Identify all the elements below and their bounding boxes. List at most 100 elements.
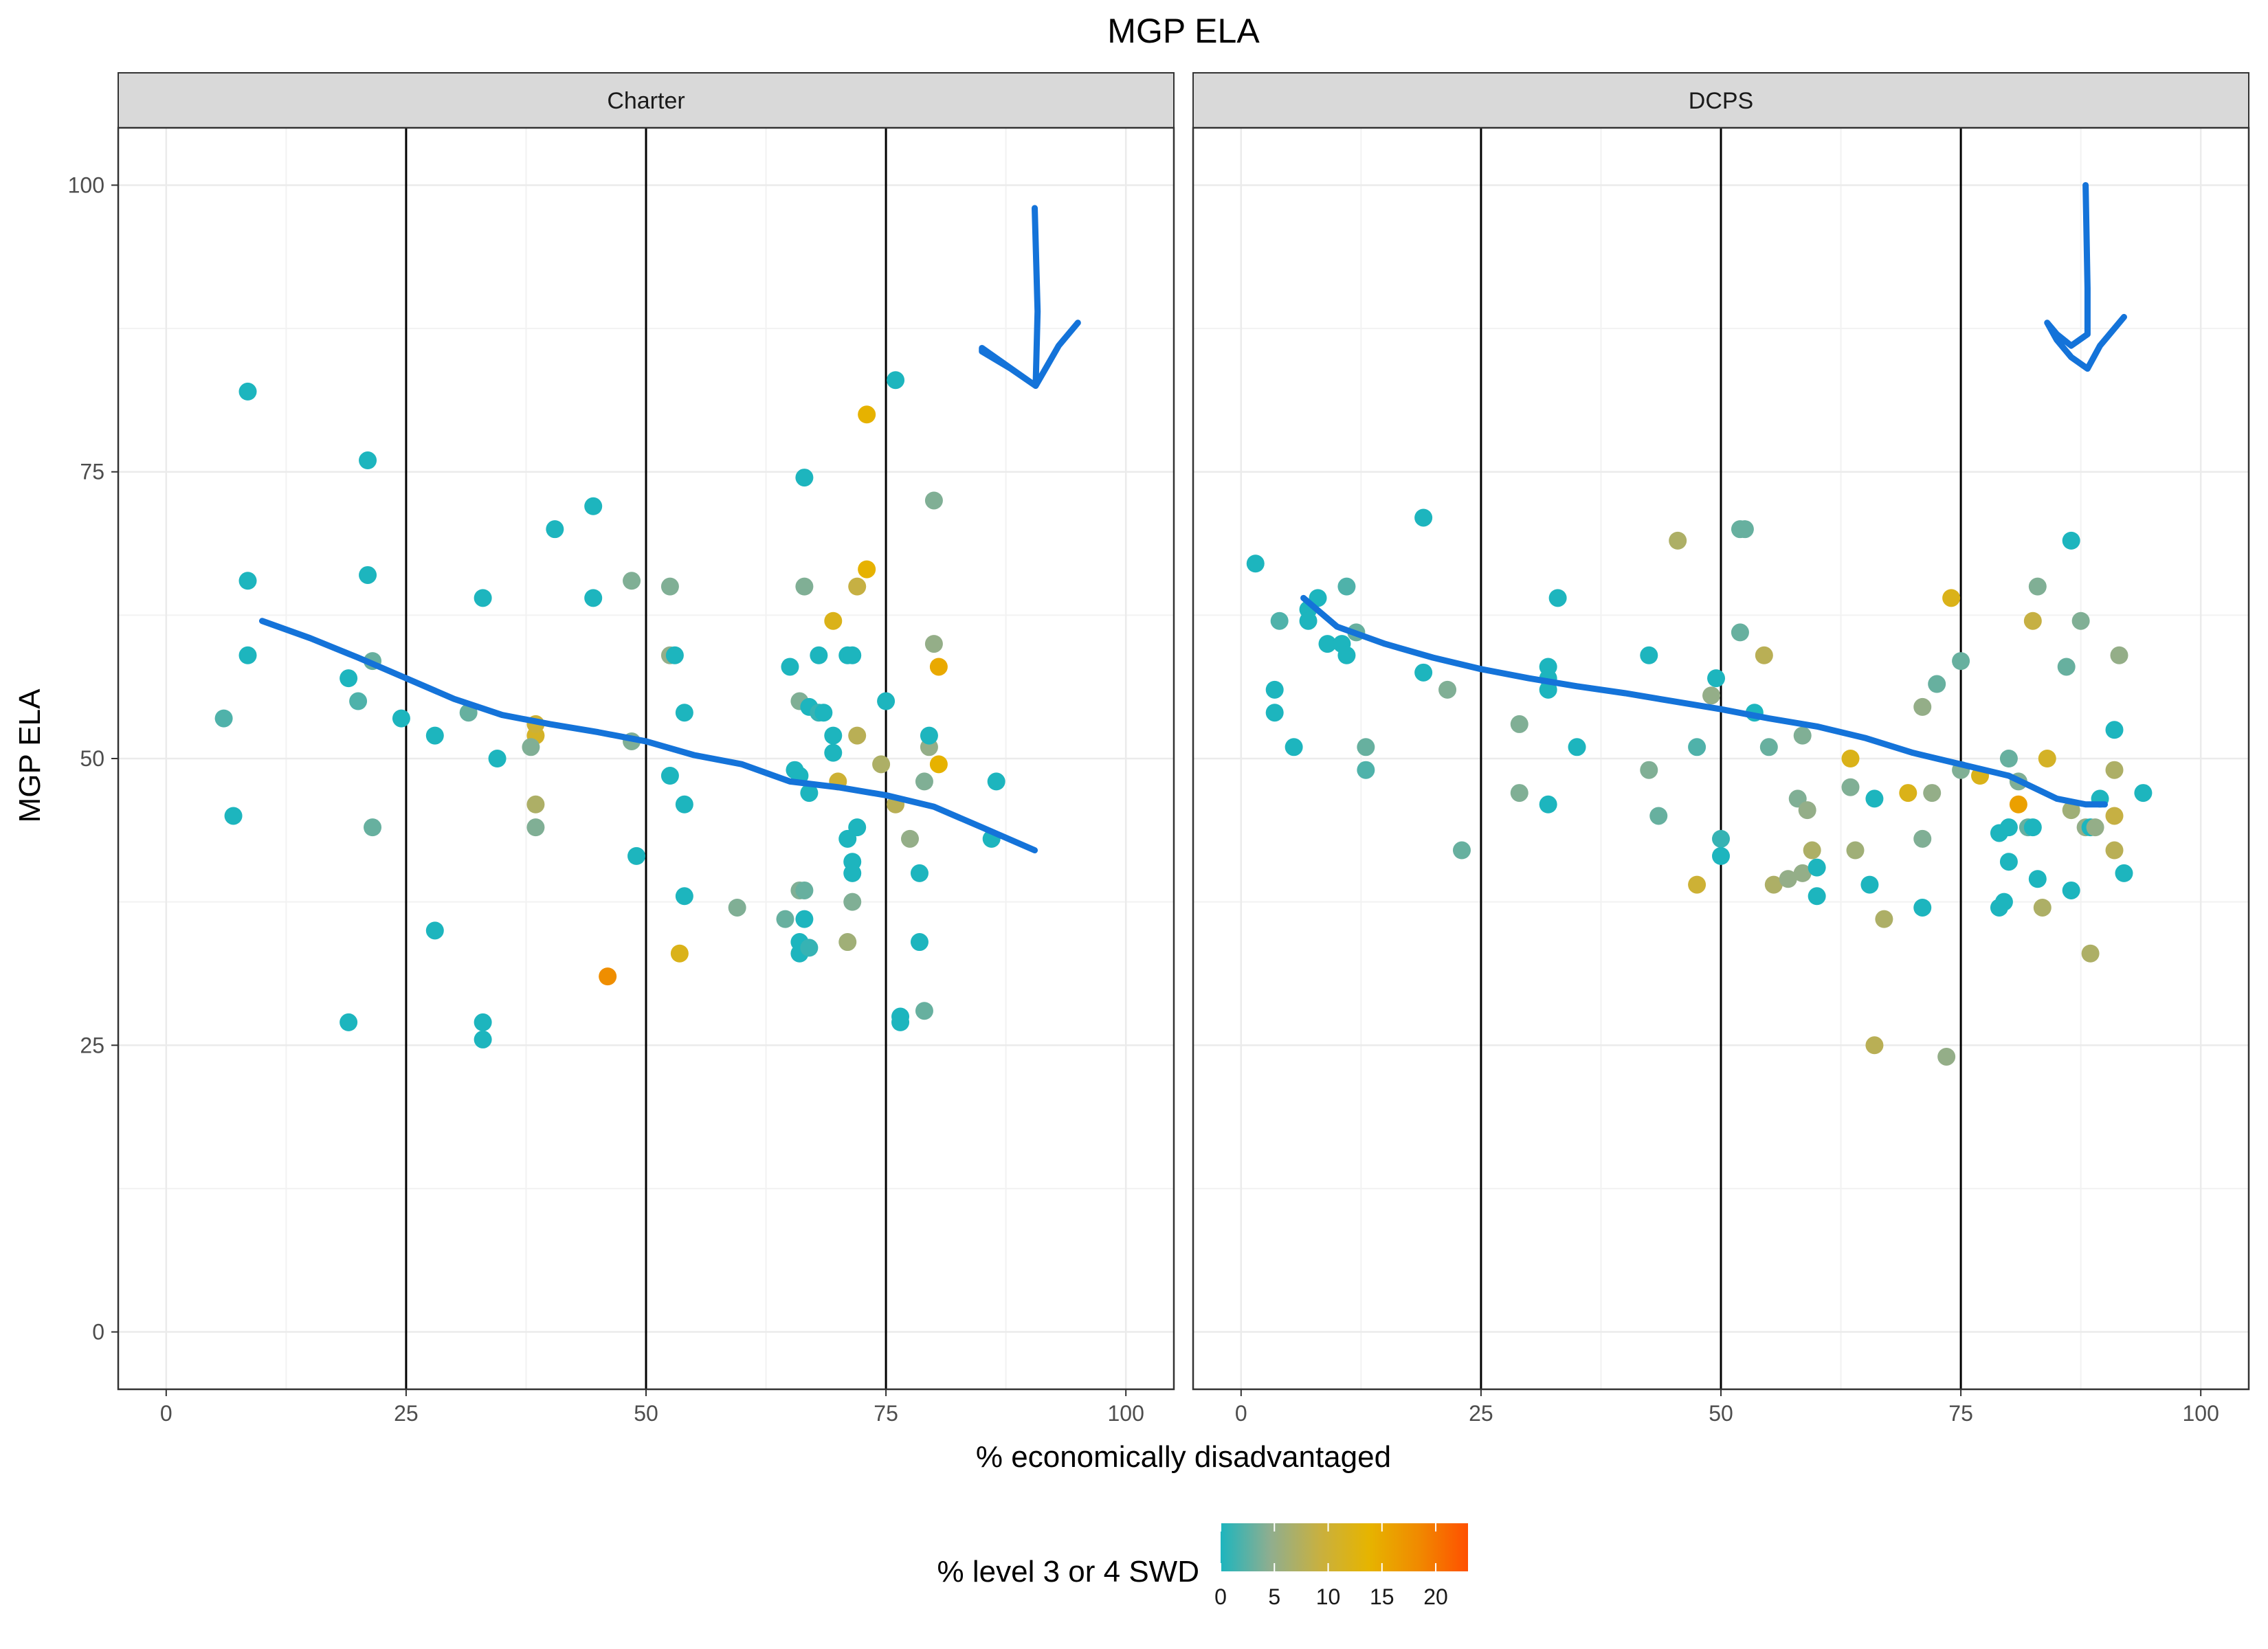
data-point	[2105, 841, 2124, 860]
data-point	[2009, 795, 2027, 814]
data-point	[1270, 612, 1289, 630]
annotation-arrow	[2044, 181, 2127, 372]
data-point	[848, 726, 867, 745]
data-point	[224, 807, 243, 825]
legend-tick-label: 15	[1370, 1584, 1394, 1609]
data-point	[340, 1013, 358, 1031]
data-point	[584, 589, 603, 607]
data-point	[2023, 612, 2042, 630]
data-point	[1735, 520, 1754, 539]
data-point	[1568, 738, 1586, 756]
data-point	[929, 658, 948, 676]
data-point	[2033, 898, 2052, 917]
data-point	[2062, 801, 2080, 820]
data-point	[675, 887, 693, 906]
data-point	[1942, 589, 1961, 607]
data-point	[2028, 577, 2047, 596]
data-point	[1808, 858, 1826, 877]
data-point	[1357, 761, 1375, 779]
data-point	[474, 1030, 492, 1048]
data-point	[1452, 841, 1471, 860]
data-point	[522, 738, 540, 756]
smooth-trend-line	[1300, 594, 2109, 808]
data-point	[1712, 829, 1730, 848]
panel-dcps: DCPS 0 25 50 75 100	[1192, 72, 2250, 1426]
data-point	[660, 767, 679, 785]
data-point	[1731, 623, 1749, 642]
legend-tick-label: 0	[1214, 1584, 1227, 1609]
data-point	[1357, 738, 1375, 756]
x-tick-label: 100	[2182, 1401, 2219, 1426]
data-point	[1875, 910, 1893, 928]
data-point	[2086, 818, 2104, 837]
data-point	[843, 893, 862, 911]
data-point	[1702, 686, 1721, 705]
smooth-trend-line	[258, 618, 1038, 854]
legend-title: % level 3 or 4 SWD	[937, 1555, 1199, 1589]
data-point	[1994, 893, 2013, 911]
data-point	[526, 795, 545, 814]
x-axis-title: % economically disadvantaged	[976, 1440, 1391, 1474]
legend-tick-label: 10	[1316, 1584, 1341, 1609]
data-point	[1265, 704, 1284, 722]
data-point	[359, 565, 377, 584]
x-tick-label: 100	[1107, 1401, 1144, 1426]
data-point	[920, 726, 938, 745]
data-point	[924, 491, 943, 510]
data-point	[599, 967, 617, 986]
data-point	[1779, 870, 1797, 888]
data-point	[915, 772, 933, 791]
panels: Charter 0 25 50 75 100 0 25 50 75 100 DCPS 0 25 50 75 10…	[68, 72, 2250, 1426]
data-point	[1510, 784, 1528, 803]
x-tick-label: 50	[1709, 1401, 1733, 1426]
data-point	[1913, 898, 1932, 917]
data-point	[795, 881, 814, 899]
data-point	[1923, 784, 1942, 803]
data-point	[887, 371, 905, 390]
data-point	[987, 772, 1005, 791]
data-point	[1913, 829, 1932, 848]
data-point	[425, 726, 444, 745]
data-point	[1793, 726, 1812, 745]
data-point	[238, 646, 257, 664]
color-legend: % level 3 or 4 SWD 0 5 10 15 20	[937, 1523, 1468, 1609]
panel-charter: Charter 0 25 50 75 100 0 25 50 75 100	[68, 72, 1175, 1426]
data-point	[795, 577, 814, 596]
data-point	[1337, 577, 1356, 596]
data-point	[364, 818, 382, 837]
data-point	[858, 560, 876, 579]
data-point	[1539, 795, 1557, 814]
data-points	[214, 371, 1005, 1048]
data-point	[584, 497, 603, 515]
data-point	[1759, 738, 1778, 756]
data-point	[1841, 750, 1860, 767]
legend-colorbar	[1221, 1523, 1468, 1571]
data-point	[1669, 531, 1687, 550]
data-point	[1793, 864, 1812, 882]
data-point	[795, 910, 814, 928]
y-tick-label: 50	[80, 746, 104, 771]
data-point	[843, 646, 862, 664]
data-point	[728, 898, 746, 917]
data-point	[795, 469, 814, 487]
data-point	[627, 846, 646, 865]
data-point	[474, 589, 492, 607]
data-point	[670, 944, 689, 963]
data-point	[1712, 846, 1730, 865]
data-point	[1755, 646, 1773, 664]
data-point	[2038, 750, 2056, 767]
data-point	[1860, 875, 1879, 894]
panel-strip-label: Charter	[607, 88, 685, 114]
x-tick-label: 75	[1948, 1401, 1973, 1426]
y-tick-label: 0	[92, 1320, 104, 1345]
data-point	[675, 795, 693, 814]
data-point	[474, 1013, 492, 1031]
data-point	[349, 692, 368, 710]
data-point	[2062, 881, 2080, 899]
data-point	[824, 743, 843, 762]
data-point	[392, 709, 410, 728]
data-point	[2115, 864, 2133, 882]
data-point	[1928, 675, 1946, 693]
y-tick-label: 100	[68, 172, 104, 197]
data-point	[623, 572, 641, 590]
